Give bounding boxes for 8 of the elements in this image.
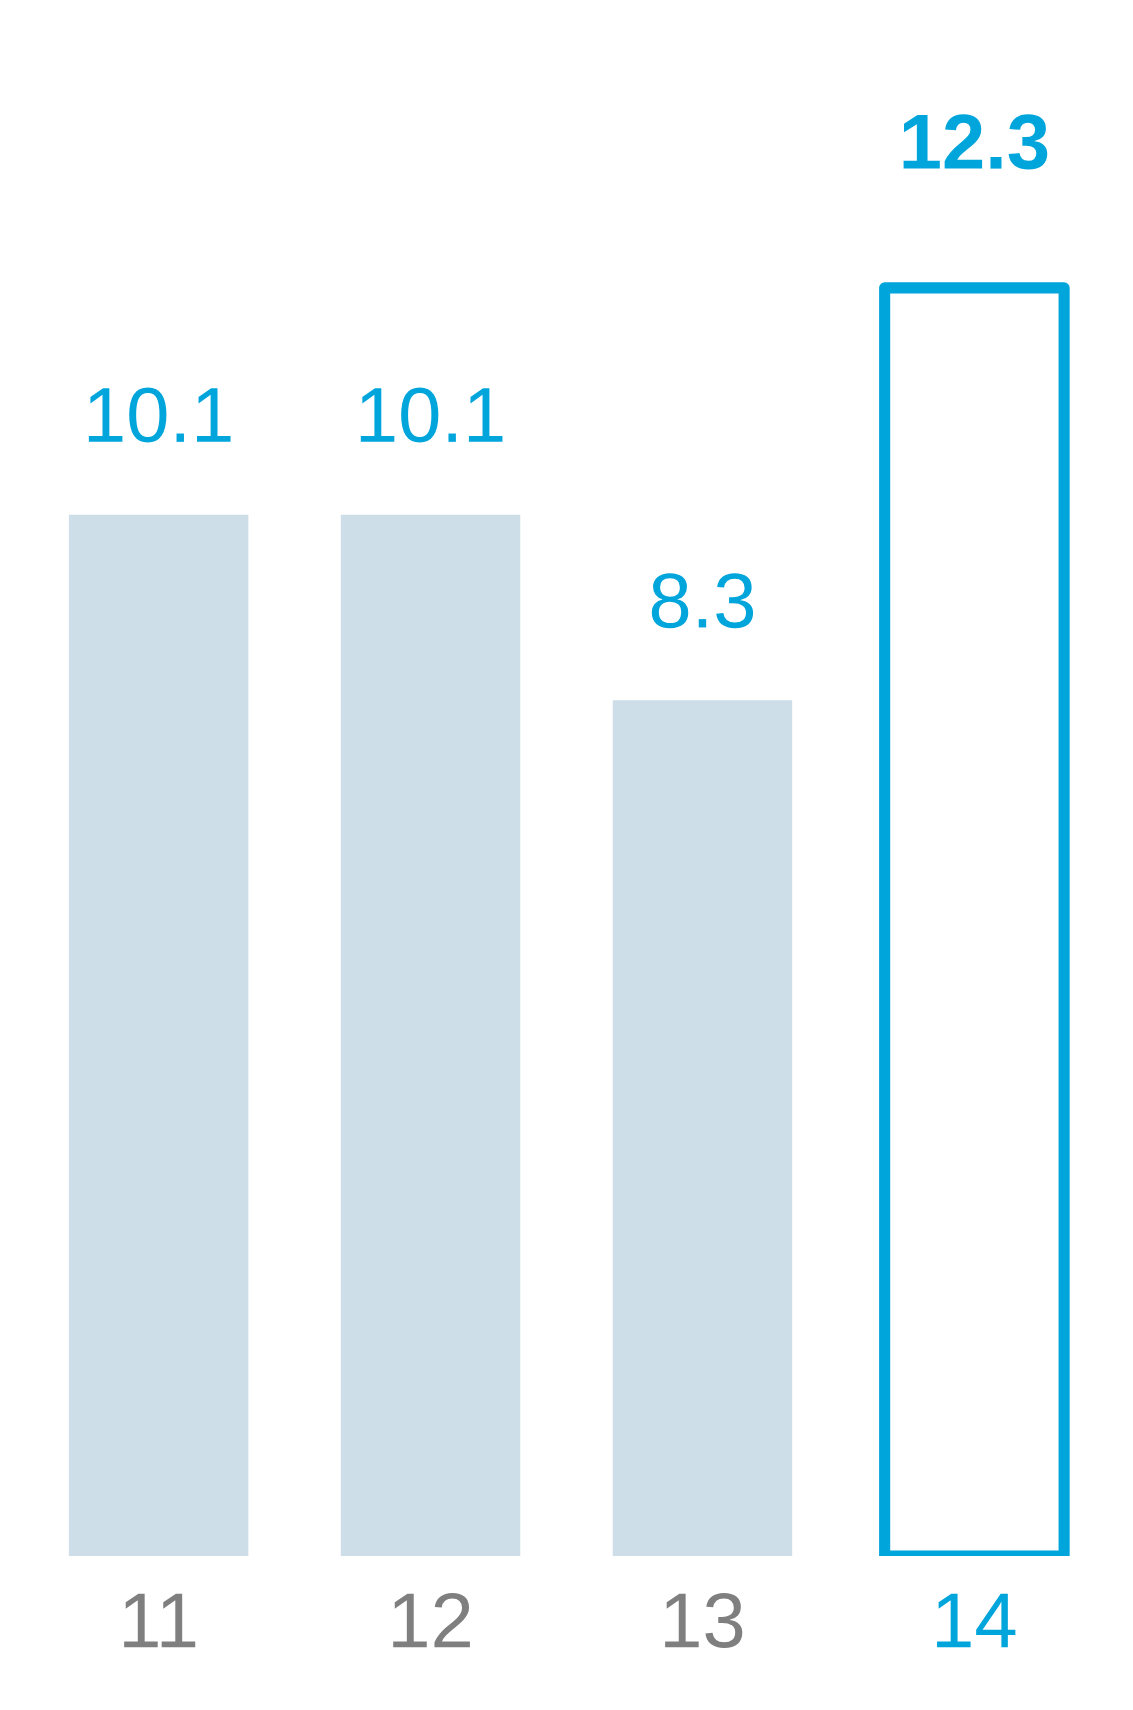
data-label: 10.1: [88, 387, 231, 443]
x-tick-label: 14: [937, 1593, 1016, 1648]
data-label: 12.3: [903, 114, 1048, 170]
x-tick-label: 12: [393, 1592, 470, 1648]
x-tick-label: 13: [665, 1592, 743, 1648]
data-label: 8.3: [651, 573, 754, 629]
x-tick-label: 11: [124, 1593, 196, 1648]
data-label: 10.1: [360, 387, 503, 443]
